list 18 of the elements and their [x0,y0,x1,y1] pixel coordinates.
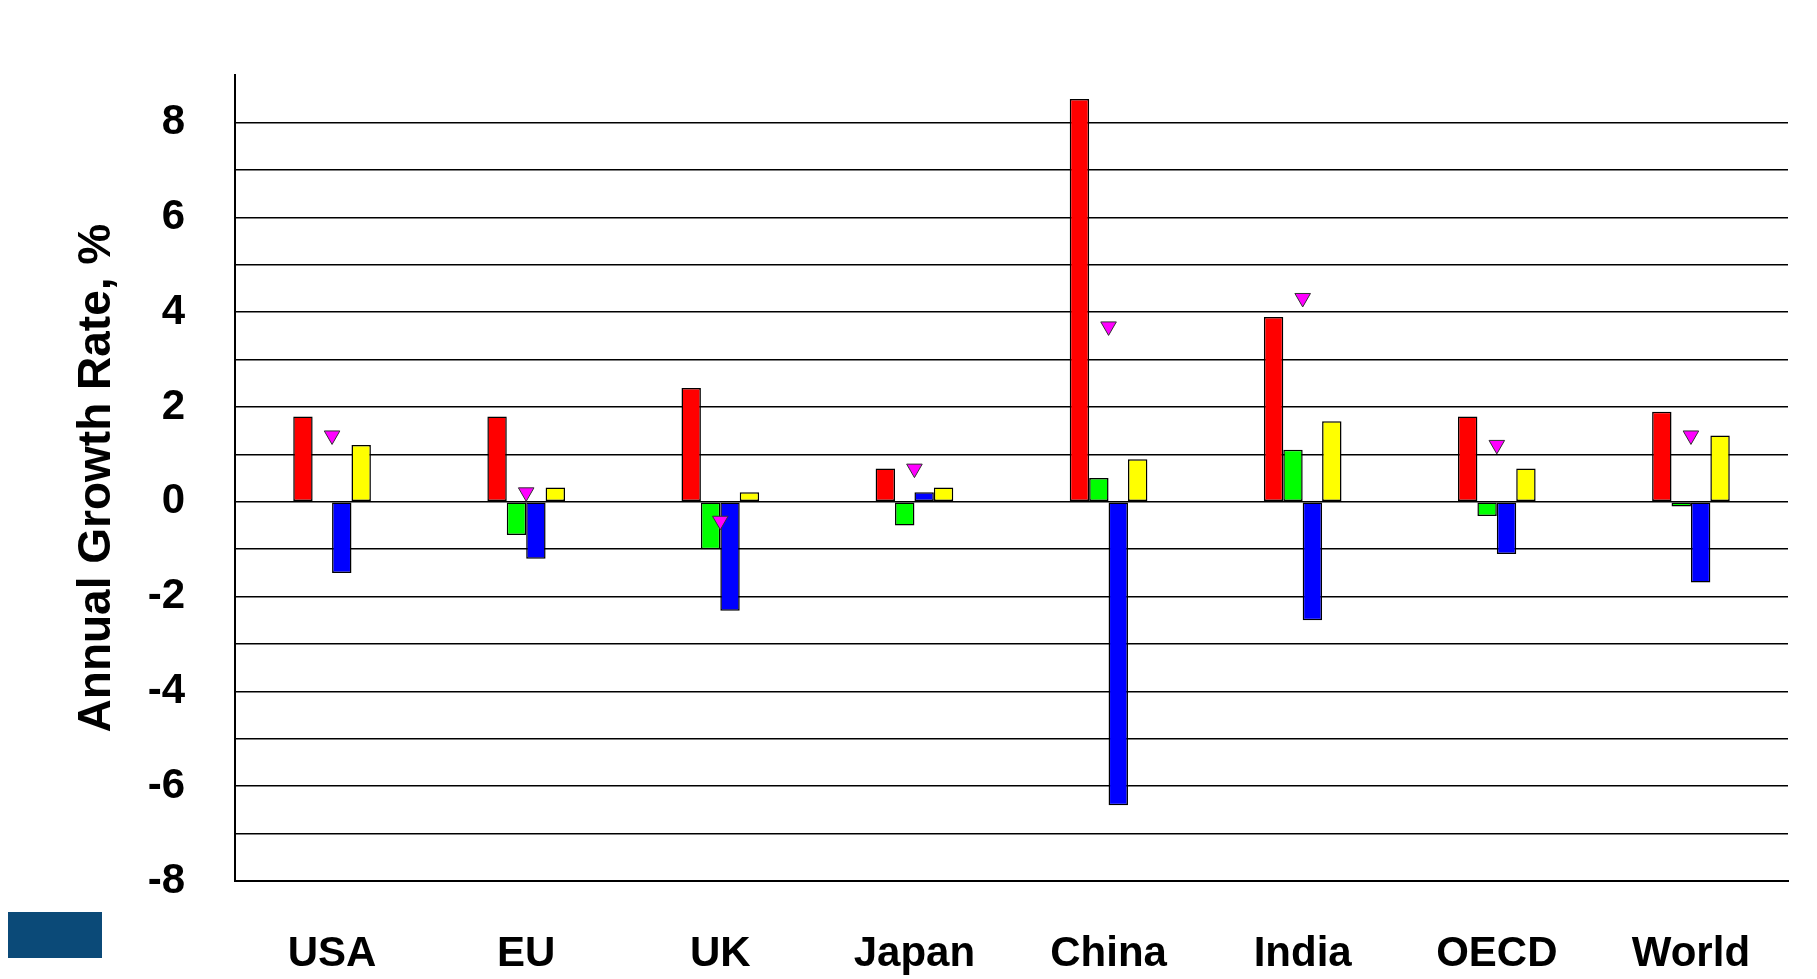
x-tick-label: India [1253,927,1353,975]
y-tick-label: 8 [161,96,185,144]
x-tick-label: USA [287,927,377,975]
x-tick-label: World [1631,927,1751,975]
y-tick-label: 4 [161,285,186,333]
x-tick-label: China [1050,927,1168,975]
y-tick-label: 2 [161,380,185,428]
x-tick-label: UK [689,927,751,975]
y-tick-label: -8 [147,854,185,902]
y-tick-label: 0 [161,475,185,523]
x-tick-label: OECD [1436,927,1558,975]
x-tick-label: EU [497,927,556,975]
x-tick-label: Japan [853,927,976,975]
y-axis-title: Annual Growth Rate, % [68,223,121,733]
y-tick-label: -2 [147,570,185,618]
y-tick-label: -4 [147,664,186,712]
y-tick-label: 6 [161,190,185,238]
y-tick-label: -6 [147,759,185,807]
